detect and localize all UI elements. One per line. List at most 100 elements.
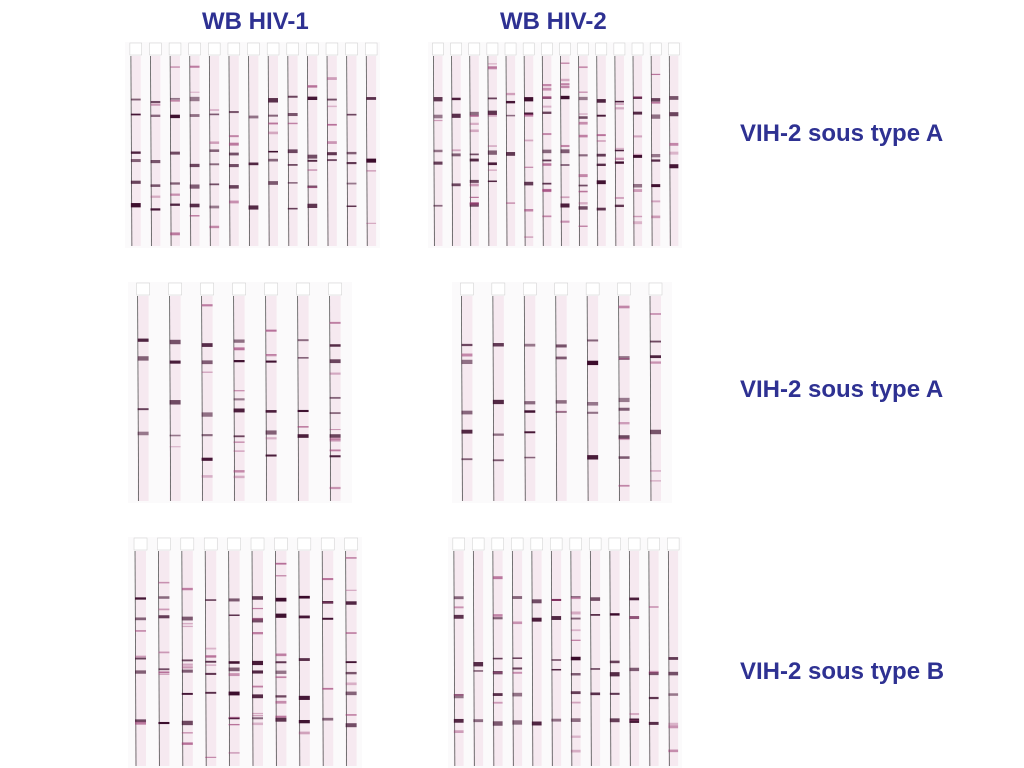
- blot-band: [298, 695, 310, 700]
- blot-band: [189, 184, 200, 189]
- blot-band: [614, 107, 624, 110]
- blot-band: [233, 408, 245, 413]
- blot-label-box: [504, 42, 517, 56]
- blot-edge: [578, 55, 580, 247]
- blot-band: [587, 360, 599, 366]
- blot-band: [252, 685, 264, 688]
- blot-band: [512, 667, 523, 670]
- blot-strip: [137, 296, 149, 501]
- blot-strip: [492, 296, 504, 501]
- row-label: VIH-2 sous type A: [740, 376, 944, 403]
- blot-band: [542, 96, 552, 99]
- blot-band: [228, 164, 239, 168]
- blot-band: [633, 96, 643, 99]
- blot-band: [228, 200, 239, 204]
- blot-band: [570, 656, 581, 661]
- row-label: VIH-2 sous type B: [740, 658, 945, 685]
- blot-band: [433, 97, 443, 102]
- blot-strip: [578, 56, 588, 246]
- blot-band: [524, 181, 534, 186]
- blot-band: [487, 145, 497, 147]
- blot-band: [346, 151, 357, 155]
- blot-band: [648, 672, 659, 676]
- blot-band: [473, 670, 484, 672]
- blot-band: [609, 672, 620, 677]
- blot-edge: [130, 55, 133, 247]
- blot-panel: [428, 42, 682, 248]
- blot-band: [570, 617, 581, 620]
- blot-band: [252, 596, 264, 600]
- blot-band: [633, 215, 643, 218]
- blot-label-box: [250, 537, 265, 551]
- blot-strip: [150, 56, 161, 246]
- blot-label-box: [200, 282, 214, 296]
- blot-strip: [524, 296, 536, 501]
- blot-band: [345, 661, 357, 664]
- blot-band: [181, 732, 193, 734]
- blot-band: [150, 100, 161, 104]
- blot-band: [135, 597, 147, 600]
- blot-band: [650, 470, 661, 472]
- blot-band: [268, 181, 278, 185]
- blot-band: [560, 164, 570, 166]
- blot-band: [329, 372, 341, 375]
- blot-strip: [506, 56, 516, 246]
- blot-band: [189, 163, 200, 168]
- blot-band: [524, 112, 534, 115]
- blot-label-box: [232, 282, 246, 296]
- blot-band: [252, 660, 264, 666]
- blot-band: [346, 162, 357, 165]
- blot-band: [205, 647, 217, 650]
- blot-band: [233, 398, 245, 401]
- blot-band: [560, 149, 570, 154]
- blot-band: [578, 116, 588, 119]
- blot-band: [651, 153, 661, 158]
- blot-band: [329, 439, 341, 442]
- blot-band: [609, 613, 620, 616]
- blot-band: [275, 575, 287, 577]
- blot-label-box: [530, 537, 543, 551]
- blot-band: [487, 169, 497, 171]
- blot-band: [560, 144, 570, 148]
- blot-band: [614, 100, 624, 103]
- blot-band: [469, 202, 479, 207]
- blot-label-box: [649, 42, 662, 56]
- blot-band: [512, 720, 523, 725]
- blot-band: [648, 721, 659, 725]
- blot-strip: [327, 56, 337, 246]
- blot-band: [512, 621, 523, 625]
- blot-band: [560, 83, 570, 85]
- blot-band: [578, 190, 588, 193]
- blot-edge: [169, 55, 172, 247]
- blot-label-box: [541, 42, 553, 56]
- blot-band: [651, 101, 661, 104]
- blot-band: [596, 114, 606, 117]
- blot-band: [551, 616, 562, 620]
- blot-band: [268, 114, 278, 117]
- blot-label-box: [523, 282, 537, 296]
- blot-band: [453, 694, 464, 696]
- blot-edge: [307, 55, 309, 247]
- blot-band: [275, 562, 287, 565]
- blot-band: [531, 721, 542, 726]
- blot-band: [551, 718, 562, 722]
- blot-band: [596, 207, 606, 211]
- blot-band: [265, 355, 277, 357]
- blot-band: [596, 180, 606, 185]
- blot-band: [248, 162, 259, 166]
- blot-band: [233, 339, 245, 343]
- blot-band: [345, 723, 357, 728]
- blot-strip: [228, 56, 239, 246]
- blot-band: [265, 437, 277, 440]
- blot-band: [158, 668, 170, 671]
- blot-band: [169, 400, 181, 405]
- blot-edge: [189, 55, 192, 247]
- blot-band: [542, 182, 552, 185]
- blot-band: [228, 691, 240, 696]
- blot-band: [181, 669, 193, 673]
- blot-band: [542, 105, 552, 108]
- blot-band: [201, 371, 213, 373]
- blot-band: [570, 718, 581, 722]
- blot-band: [275, 676, 287, 679]
